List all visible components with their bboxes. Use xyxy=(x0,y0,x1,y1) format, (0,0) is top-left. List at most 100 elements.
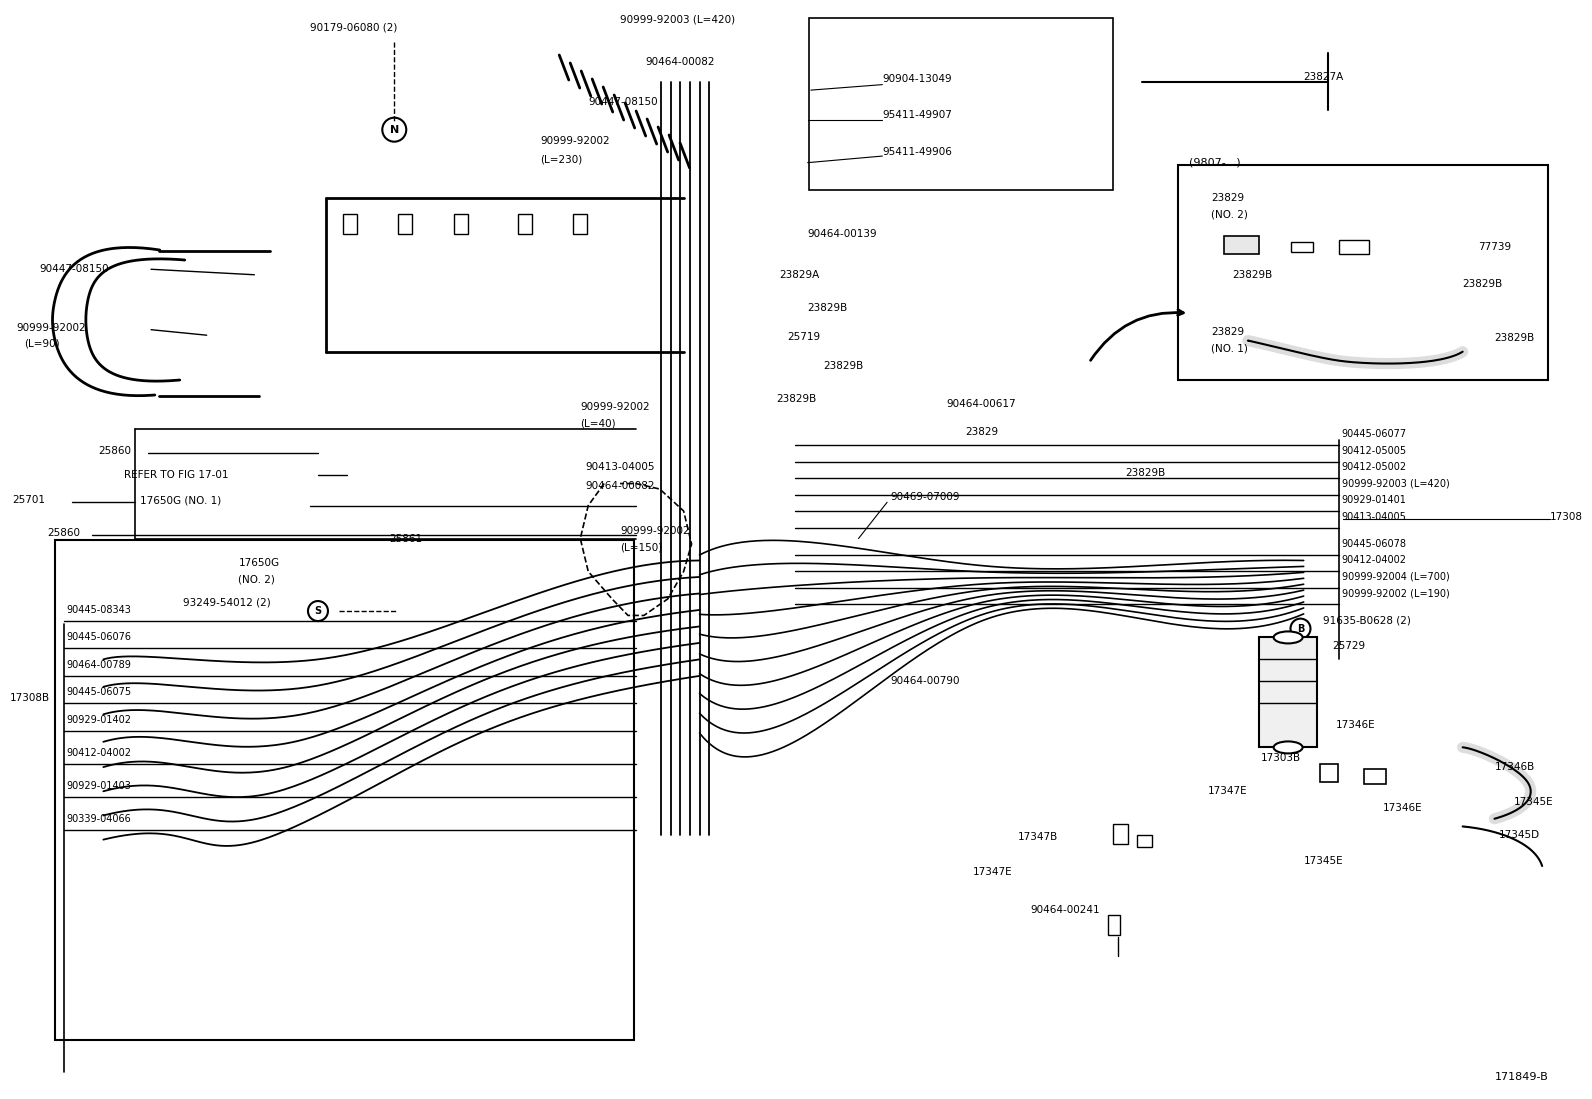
Text: 90999-92002: 90999-92002 xyxy=(619,525,689,536)
Text: 25861: 25861 xyxy=(390,533,422,544)
Text: 17650G (NO. 1): 17650G (NO. 1) xyxy=(140,495,221,506)
Text: 17346B: 17346B xyxy=(1495,762,1535,773)
Text: 23829B: 23829B xyxy=(1232,269,1272,280)
Text: 23829: 23829 xyxy=(965,426,998,437)
Text: 90339-04066: 90339-04066 xyxy=(67,813,132,824)
Text: 90412-05002: 90412-05002 xyxy=(1342,462,1407,473)
Text: 23829B: 23829B xyxy=(807,302,849,313)
Text: 25701: 25701 xyxy=(13,495,46,506)
Bar xyxy=(342,214,357,234)
Text: 90999-92002: 90999-92002 xyxy=(581,401,650,412)
Bar xyxy=(1178,165,1547,380)
Text: 90413-04005: 90413-04005 xyxy=(1342,511,1407,522)
Ellipse shape xyxy=(1274,632,1302,643)
Text: 17347E: 17347E xyxy=(973,866,1013,877)
Text: 90179-06080 (2): 90179-06080 (2) xyxy=(310,22,398,33)
Text: 23829A: 23829A xyxy=(778,269,820,280)
Bar xyxy=(1320,764,1337,781)
Text: 17345E: 17345E xyxy=(1304,855,1344,866)
Text: 25860: 25860 xyxy=(99,445,132,456)
Text: 91635-B0628 (2): 91635-B0628 (2) xyxy=(1323,615,1411,626)
Text: (L=40): (L=40) xyxy=(581,418,616,429)
Text: 23829B: 23829B xyxy=(1126,467,1165,478)
Text: 23829B: 23829B xyxy=(823,360,864,371)
Text: 17308: 17308 xyxy=(1551,511,1582,522)
Text: S: S xyxy=(314,606,322,617)
Text: 23829B: 23829B xyxy=(775,393,817,404)
Text: 90447-08150: 90447-08150 xyxy=(40,264,110,275)
Text: 90904-13049: 90904-13049 xyxy=(882,74,952,85)
Text: 90413-04005: 90413-04005 xyxy=(586,462,654,473)
Text: 171849-B: 171849-B xyxy=(1495,1072,1547,1083)
Text: 90929-01401: 90929-01401 xyxy=(1342,495,1407,506)
Text: 90447-08150: 90447-08150 xyxy=(587,97,657,108)
Text: 90464-00241: 90464-00241 xyxy=(1030,904,1100,915)
Text: 90445-06077: 90445-06077 xyxy=(1342,429,1407,440)
Text: 23829: 23829 xyxy=(1212,192,1245,203)
Text: 90445-08343: 90445-08343 xyxy=(67,604,132,615)
Text: 90412-04002: 90412-04002 xyxy=(1342,555,1407,566)
Text: 90412-05005: 90412-05005 xyxy=(1342,445,1407,456)
Text: 90464-00139: 90464-00139 xyxy=(807,229,877,240)
Text: 23829: 23829 xyxy=(1212,326,1245,337)
Bar xyxy=(1224,236,1259,254)
Text: 17347B: 17347B xyxy=(1017,832,1057,843)
Text: 90464-00617: 90464-00617 xyxy=(946,399,1016,410)
Text: 23829B: 23829B xyxy=(1463,278,1503,289)
Bar xyxy=(573,214,587,234)
Text: 90929-01403: 90929-01403 xyxy=(67,780,132,791)
Text: 90464-00082: 90464-00082 xyxy=(586,480,654,491)
Text: (9807-   ): (9807- ) xyxy=(1189,157,1240,168)
Text: 17303B: 17303B xyxy=(1261,753,1301,764)
Text: 17345D: 17345D xyxy=(1500,830,1541,841)
Text: 17346E: 17346E xyxy=(1336,720,1375,731)
Text: 90999-92002: 90999-92002 xyxy=(16,322,86,333)
Text: 90464-00789: 90464-00789 xyxy=(67,659,132,670)
Bar xyxy=(398,214,412,234)
Text: 90999-92003 (L=420): 90999-92003 (L=420) xyxy=(1342,478,1450,489)
Text: 17650G: 17650G xyxy=(239,557,280,568)
Bar xyxy=(56,540,634,1040)
Bar xyxy=(1339,240,1369,254)
Bar xyxy=(1113,824,1127,844)
Text: 90929-01402: 90929-01402 xyxy=(67,714,132,725)
Text: 77739: 77739 xyxy=(1479,242,1512,253)
Text: B: B xyxy=(1297,623,1304,634)
Bar xyxy=(517,214,532,234)
Text: 25729: 25729 xyxy=(1333,641,1366,652)
Text: REFER TO FIG 17-01: REFER TO FIG 17-01 xyxy=(124,469,229,480)
Text: N: N xyxy=(390,124,400,135)
Text: 90999-92003 (L=420): 90999-92003 (L=420) xyxy=(619,14,736,25)
Text: 90412-04002: 90412-04002 xyxy=(67,747,132,758)
Text: 90469-07009: 90469-07009 xyxy=(890,491,960,502)
Text: (NO. 2): (NO. 2) xyxy=(1212,209,1248,220)
Text: 25719: 25719 xyxy=(786,332,820,343)
Text: 25860: 25860 xyxy=(48,528,81,539)
Text: 90464-00790: 90464-00790 xyxy=(890,676,960,687)
Text: 17346E: 17346E xyxy=(1383,802,1423,813)
Bar xyxy=(1291,242,1313,252)
Text: (L=90): (L=90) xyxy=(24,338,59,349)
Text: 17345E: 17345E xyxy=(1514,797,1554,808)
Text: 95411-49907: 95411-49907 xyxy=(882,110,952,121)
Ellipse shape xyxy=(1274,742,1302,754)
Text: 95411-49906: 95411-49906 xyxy=(882,146,952,157)
Text: 90999-92004 (L=700): 90999-92004 (L=700) xyxy=(1342,571,1450,582)
Bar xyxy=(1259,637,1317,747)
Bar xyxy=(1137,835,1151,847)
Text: 90999-92002: 90999-92002 xyxy=(541,135,610,146)
Text: 17308B: 17308B xyxy=(10,692,49,703)
Text: 23829B: 23829B xyxy=(1495,333,1535,344)
Bar xyxy=(1364,769,1387,785)
Text: 93249-54012 (2): 93249-54012 (2) xyxy=(183,597,271,608)
Text: 90445-06075: 90445-06075 xyxy=(67,687,132,698)
Bar xyxy=(809,18,1113,190)
Text: 90445-06076: 90445-06076 xyxy=(67,632,132,643)
Text: 17347E: 17347E xyxy=(1208,786,1248,797)
Text: 90464-00082: 90464-00082 xyxy=(645,56,715,67)
Text: 90999-92002 (L=190): 90999-92002 (L=190) xyxy=(1342,588,1450,599)
Text: (L=150): (L=150) xyxy=(619,542,662,553)
Text: 90445-06078: 90445-06078 xyxy=(1342,539,1407,550)
Bar xyxy=(454,214,468,234)
Text: (L=230): (L=230) xyxy=(541,154,583,165)
